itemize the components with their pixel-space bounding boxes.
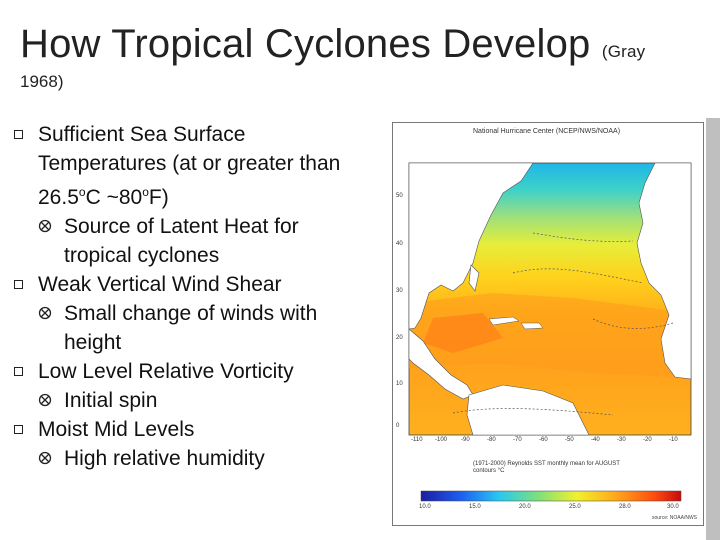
- circled-cross-bullet-icon: [38, 306, 52, 320]
- title-citation-continued: 1968): [20, 72, 64, 91]
- bullet-item: Moist Mid Levels High relative humidity: [14, 415, 364, 473]
- scale-label: 20.0: [519, 504, 531, 510]
- bullet-text: Weak Vertical Wind Shear: [38, 273, 282, 296]
- map-header: National Hurricane Center (NCEP/NWS/NOAA…: [473, 128, 621, 135]
- sub-bullet-text: High relative humidity: [64, 447, 265, 470]
- lat-label: 0: [396, 423, 400, 429]
- bullet-list: Sufficient Sea Surface Temperatures (at …: [14, 120, 364, 473]
- lon-label: -40: [591, 437, 600, 443]
- lon-label: -50: [565, 437, 574, 443]
- lat-label: 50: [396, 193, 403, 199]
- bullet-text: Sufficient Sea Surface Temperatures (at …: [38, 123, 341, 209]
- scale-label: 28.0: [619, 504, 631, 510]
- title-citation: (Gray: [601, 42, 646, 61]
- lon-label: -90: [461, 437, 470, 443]
- bullet-text: Low Level Relative Vorticity: [38, 360, 294, 383]
- lon-label: -30: [617, 437, 626, 443]
- title-main: How Tropical Cyclones Develop: [20, 22, 591, 66]
- scale-label: 30.0: [667, 504, 679, 510]
- map-caption: (1971-2000) Reynolds SST monthly mean fo…: [473, 461, 620, 474]
- slide-title: How Tropical Cyclones Develop (Gray: [20, 22, 645, 67]
- sub-bullet-item: Small change of winds with height: [38, 299, 364, 357]
- bullet-item: Sufficient Sea Surface Temperatures (at …: [14, 120, 364, 270]
- scale-label: 15.0: [469, 504, 481, 510]
- square-bullet-icon: [14, 280, 23, 289]
- lon-label: -110: [411, 437, 423, 443]
- circled-cross-bullet-icon: [38, 451, 52, 465]
- lon-label: -80: [487, 437, 496, 443]
- sub-bullet-item: Source of Latent Heat for tropical cyclo…: [38, 212, 364, 270]
- map-source: source: NOAA/NWS: [651, 515, 697, 521]
- square-bullet-icon: [14, 367, 23, 376]
- circled-cross-bullet-icon: [38, 393, 52, 407]
- sub-bullet-text: Source of Latent Heat for tropical cyclo…: [64, 215, 299, 267]
- lat-label: 20: [396, 335, 403, 341]
- bullet-item: Low Level Relative Vorticity Initial spi…: [14, 357, 364, 415]
- lon-label: -20: [643, 437, 652, 443]
- sub-bullet-item: Initial spin: [38, 386, 364, 415]
- sst-map-graphic: [408, 162, 692, 502]
- sub-bullet-text: Initial spin: [64, 389, 158, 412]
- lon-label: -70: [513, 437, 522, 443]
- lat-label: 30: [396, 288, 403, 294]
- sub-bullet-text: Small change of winds with height: [64, 302, 318, 354]
- scale-label: 25.0: [569, 504, 581, 510]
- right-decorative-bar: [706, 118, 720, 540]
- lat-label: 40: [396, 241, 403, 247]
- square-bullet-icon: [14, 425, 23, 434]
- scale-label: 10.0: [419, 504, 431, 510]
- sst-map-figure: National Hurricane Center (NCEP/NWS/NOAA…: [392, 122, 704, 526]
- lon-label: -10: [669, 437, 678, 443]
- bullet-item: Weak Vertical Wind Shear Small change of…: [14, 270, 364, 357]
- circled-cross-bullet-icon: [38, 219, 52, 233]
- lat-label: 10: [396, 381, 403, 387]
- lon-label: -60: [539, 437, 548, 443]
- bullet-text: Moist Mid Levels: [38, 418, 195, 441]
- lon-label: -100: [435, 437, 448, 443]
- square-bullet-icon: [14, 130, 23, 139]
- sub-bullet-item: High relative humidity: [38, 444, 364, 473]
